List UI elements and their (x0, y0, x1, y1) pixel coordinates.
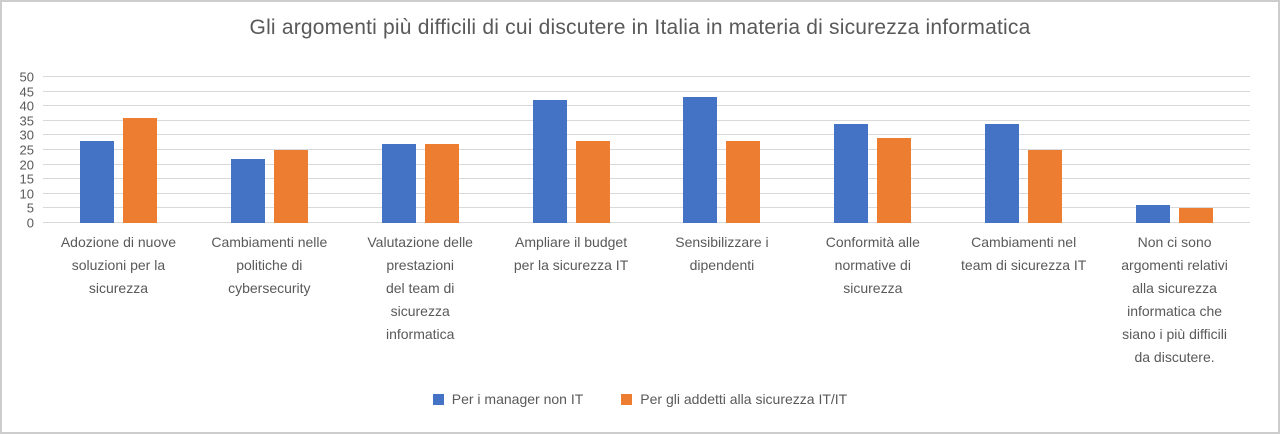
x-axis-label: Cambiamenti nel team di sicurezza IT (961, 234, 1087, 273)
legend-swatch-series1 (432, 393, 444, 405)
y-axis: 0 5 10 15 20 25 30 35 40 45 50 (0, 71, 34, 230)
y-axis-tick-label: 10 (19, 186, 34, 202)
legend-label-series2: Per gli addetti alla sicurezza IT/IT (640, 391, 848, 407)
bar-series2 (1179, 208, 1214, 223)
bar-series2 (273, 150, 308, 223)
bars-container (43, 77, 1250, 223)
bar-series1 (834, 123, 869, 223)
plot-area (43, 76, 1250, 223)
bar-group (194, 77, 345, 223)
y-axis-tick-label: 45 (19, 84, 34, 100)
legend-item-series2: Per gli addetti alla sicurezza IT/IT (621, 391, 847, 407)
x-axis-label: Adozione di nuove soluzioni per la sicur… (60, 234, 177, 296)
x-axis-labels: Adozione di nuove soluzioni per la sicur… (43, 231, 1250, 369)
bar-group (797, 77, 948, 223)
bar-series2 (1028, 150, 1063, 223)
y-axis-tick-label: 30 (19, 127, 34, 143)
bar-series1 (230, 158, 265, 223)
gridline (43, 76, 1250, 77)
bar-series2 (575, 141, 610, 223)
gridlines (43, 76, 1250, 223)
bar-series1 (532, 100, 567, 223)
bar-series1 (683, 97, 718, 223)
chart-title: Gli argomenti più difficili di cui discu… (249, 16, 1031, 39)
y-axis-tick-label: 5 (26, 200, 34, 216)
bar-series1 (985, 123, 1020, 223)
y-axis-tick-label: 25 (19, 142, 34, 158)
bar-series2 (726, 141, 761, 223)
legend-label-series1: Per i manager non IT (451, 391, 584, 407)
gridline (43, 149, 1250, 150)
y-axis-tick-label: 35 (19, 113, 34, 129)
y-axis-tick-label: 0 (26, 215, 34, 231)
gridline (43, 207, 1250, 209)
legend-swatch-series2 (621, 393, 633, 405)
y-axis-tick-label: 50 (19, 69, 34, 85)
x-axis-label: Ampliare il budget per la sicurezza IT (513, 234, 629, 273)
bar-series2 (877, 138, 912, 223)
x-axis-label: Valutazione delle prestazioni del team d… (367, 234, 473, 342)
legend: Per i manager non IT Per gli addetti all… (0, 391, 1280, 407)
bar-group (647, 77, 798, 223)
gridline (43, 178, 1250, 180)
gridline (43, 90, 1250, 92)
gridline (43, 192, 1250, 194)
x-axis-label: Sensibilizzare i dipendenti (675, 234, 769, 273)
x-axis-label: Cambiamenti nelle politiche di cybersecu… (211, 234, 328, 296)
legend-item-series1: Per i manager non IT (432, 391, 584, 407)
x-axis-label: Conformità alle normative di sicurezza (825, 234, 920, 296)
gridline (43, 134, 1250, 136)
bar-series2 (122, 117, 157, 223)
gridline (43, 163, 1250, 165)
bar-group (1099, 77, 1250, 223)
y-axis-tick-label: 20 (19, 157, 34, 173)
y-axis-tick-label: 40 (19, 98, 34, 114)
bar-series1 (79, 141, 114, 223)
gridline (43, 105, 1250, 107)
bar-group (345, 77, 496, 223)
y-axis-tick-label: 15 (19, 171, 34, 187)
gridline (43, 119, 1250, 121)
bar-series2 (424, 144, 459, 223)
bar-group (948, 77, 1099, 223)
x-axis-label: Non ci sono argomenti relativi alla sicu… (1121, 234, 1228, 365)
bar-series1 (1136, 205, 1171, 223)
bar-group (43, 77, 194, 223)
bar-group (496, 77, 647, 223)
gridline (43, 222, 1250, 223)
bar-series1 (381, 144, 416, 223)
